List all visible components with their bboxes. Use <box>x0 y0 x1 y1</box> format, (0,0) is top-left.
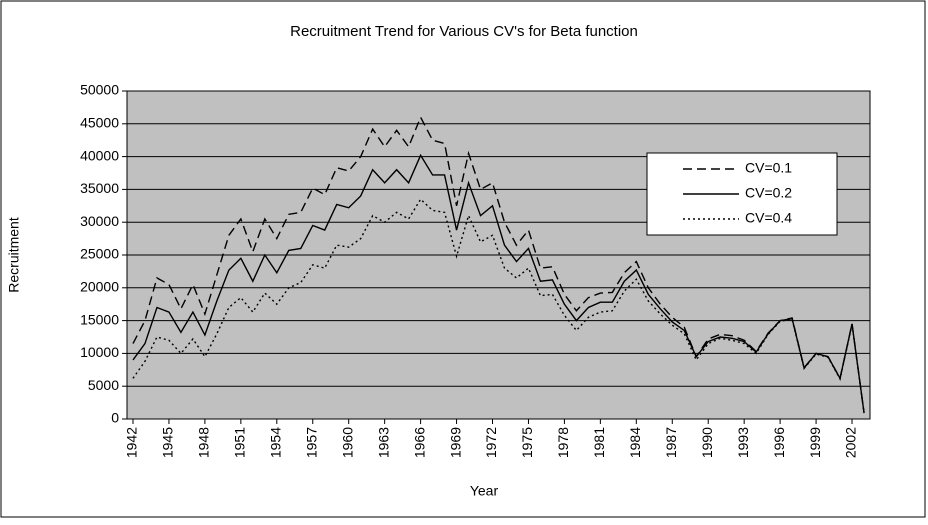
x-tick-label: 1987 <box>663 427 679 458</box>
series-line <box>132 198 865 414</box>
legend-label: CV=0.1 <box>745 160 792 176</box>
y-tick-label: 5000 <box>88 377 119 393</box>
y-tick-label: 30000 <box>80 213 119 229</box>
y-tick-label: 50000 <box>80 82 119 98</box>
x-tick-label: 1960 <box>339 427 355 458</box>
x-tick-label: 1945 <box>160 427 176 458</box>
x-tick-label: 1975 <box>519 427 535 458</box>
y-tick-label: 20000 <box>80 279 119 295</box>
x-tick-label: 1993 <box>735 427 751 458</box>
y-tick-label: 0 <box>111 410 119 426</box>
x-tick-label: 1996 <box>771 427 787 458</box>
x-tick-label: 1990 <box>699 427 715 458</box>
x-tick-label: 1978 <box>555 427 571 458</box>
x-axis-title: Year <box>470 483 499 499</box>
x-tick-label: 1966 <box>411 427 427 458</box>
x-tick-label: 1942 <box>124 427 140 458</box>
chart-title: Recruitment Trend for Various CV's for B… <box>290 23 638 40</box>
y-axis-title: Recruitment <box>6 217 22 293</box>
legend: CV=0.1 CV=0.2 CV=0.4 <box>646 152 838 236</box>
x-tick-label: 1969 <box>447 427 463 458</box>
legend-label: CV=0.2 <box>745 185 792 201</box>
y-tick-label: 15000 <box>80 311 119 327</box>
y-tick-label: 40000 <box>80 147 119 163</box>
series-line <box>132 115 865 413</box>
legend-label: CV=0.4 <box>745 210 792 226</box>
x-tick-label: 1951 <box>232 427 248 458</box>
x-tick-label: 1984 <box>627 427 643 458</box>
x-tick-label: 1972 <box>483 427 499 458</box>
legend-box <box>646 152 838 236</box>
x-tick-label: 1999 <box>807 427 823 458</box>
x-tick-label: 1957 <box>303 427 319 458</box>
x-tick-label: 1963 <box>375 427 391 458</box>
y-tick-label: 45000 <box>80 115 119 131</box>
y-tick-label: 35000 <box>80 180 119 196</box>
x-tick-label: 1954 <box>268 427 284 458</box>
x-tick-label: 1948 <box>196 427 212 458</box>
y-tick-label: 10000 <box>80 344 119 360</box>
x-tick-label: 1981 <box>591 427 607 458</box>
y-tick-label: 25000 <box>80 246 119 262</box>
series-line <box>132 153 865 413</box>
x-tick-label: 2002 <box>843 427 859 458</box>
